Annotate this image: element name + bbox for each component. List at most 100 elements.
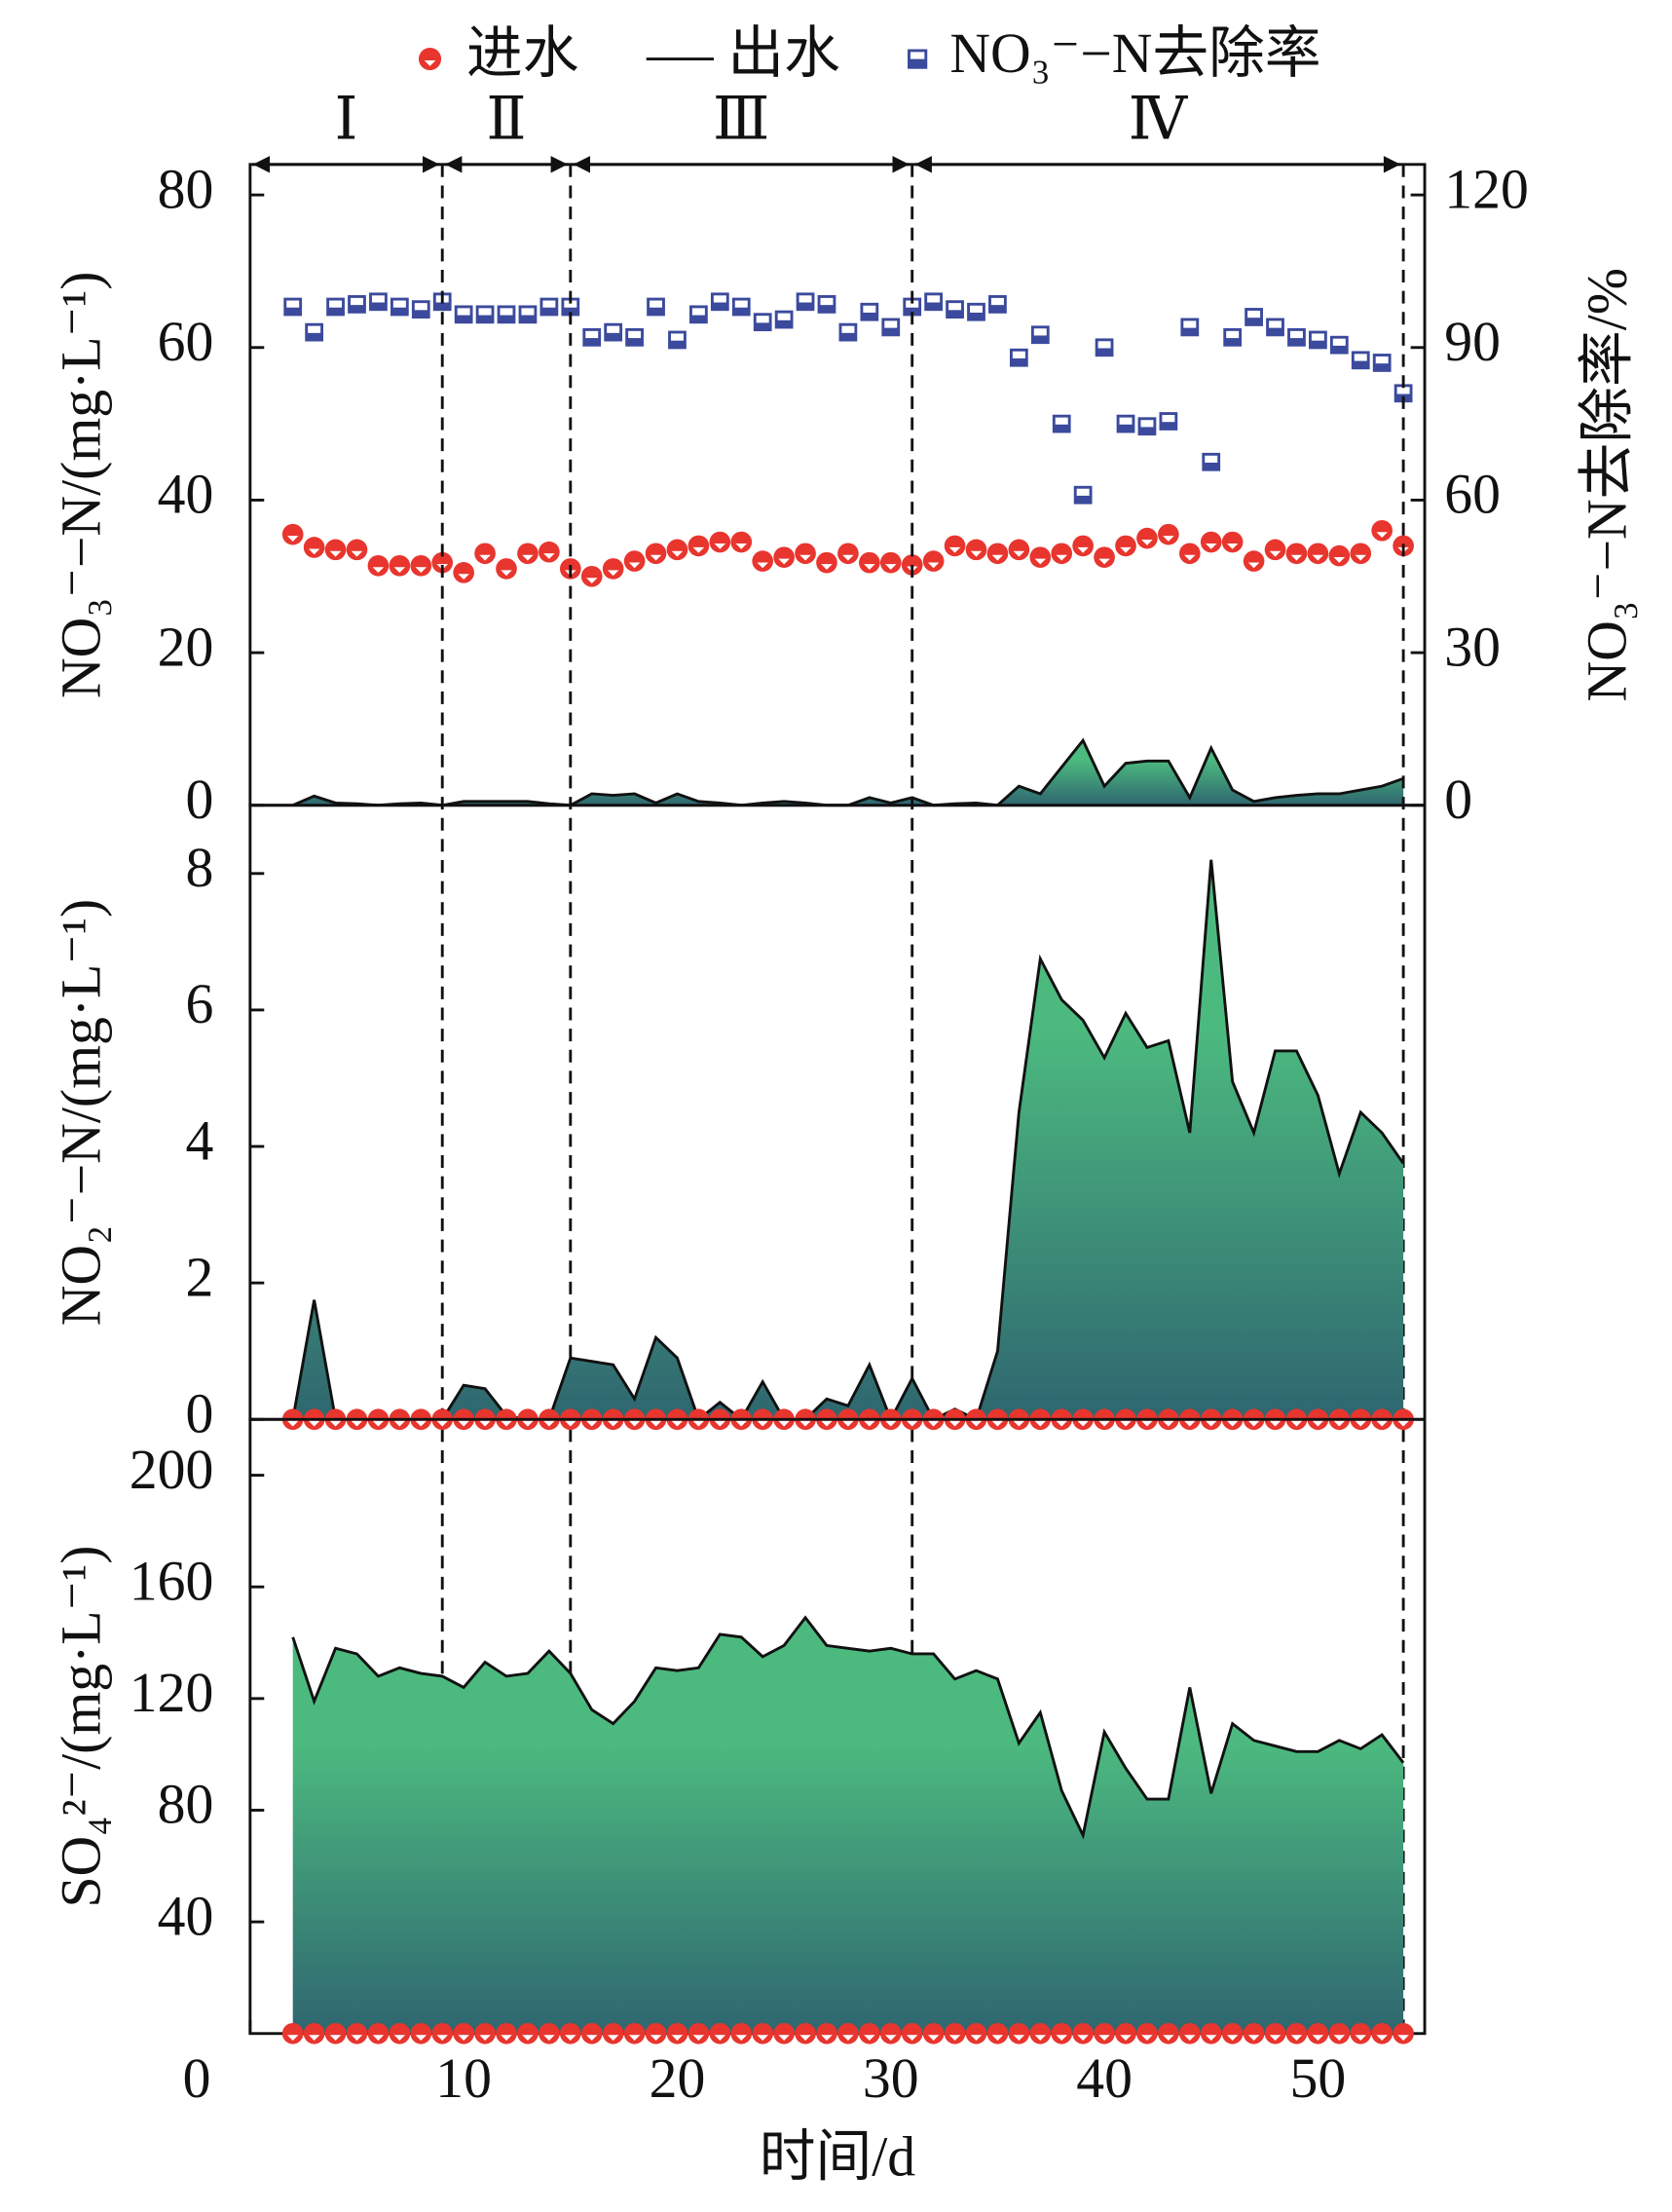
circle-point: [879, 2022, 902, 2044]
circle-body: [645, 543, 667, 565]
square-hole: [521, 308, 535, 316]
circle-point: [922, 550, 945, 572]
circle-notch: [543, 553, 555, 559]
circle-body: [1285, 2022, 1308, 2044]
circle-body: [346, 539, 368, 561]
circle-point: [1029, 2022, 1052, 2044]
circle-notch: [1163, 1420, 1174, 1427]
circle-notch: [864, 564, 875, 570]
y-tick-label: 200: [130, 1440, 214, 1501]
circle-point: [474, 2022, 496, 2044]
circle-point: [410, 2022, 432, 2044]
square-hole: [1012, 351, 1025, 358]
circle-notch: [351, 550, 363, 557]
y-tick-label: 2: [185, 1247, 213, 1308]
circle-point: [1029, 546, 1052, 569]
circle-body: [1307, 2022, 1329, 2044]
circle-notch: [821, 564, 833, 570]
circle-body: [303, 2022, 325, 2044]
circle-body: [922, 550, 945, 572]
circle-point: [944, 535, 966, 557]
circle-notch: [799, 554, 811, 561]
circle-point: [709, 2022, 731, 2044]
y2-tick-label: 90: [1444, 312, 1501, 373]
square-point: [390, 297, 409, 317]
square-point: [411, 300, 430, 319]
circle-point: [986, 2022, 1009, 2044]
square-hole: [970, 305, 983, 313]
circle-notch: [1333, 1420, 1346, 1427]
circle-point: [645, 2022, 667, 2044]
circle-point: [837, 2022, 859, 2044]
square-hole: [371, 295, 385, 303]
square-point: [988, 295, 1007, 314]
square-point: [1223, 327, 1243, 347]
circle-point: [1264, 539, 1286, 561]
y-axis-title: NO₂⁻−N/(mg·L⁻¹): [52, 899, 113, 1327]
square-hole: [1289, 330, 1303, 339]
circle-notch: [906, 2035, 918, 2041]
circle-point: [1178, 543, 1201, 565]
circle-notch: [650, 2035, 662, 2041]
circle-point: [367, 554, 390, 577]
circle-notch: [628, 1420, 641, 1427]
circle-body: [389, 554, 411, 577]
circle-point: [773, 546, 795, 569]
circle-point: [1393, 2022, 1414, 2044]
circle-body: [1158, 2022, 1179, 2044]
square-point: [710, 292, 729, 312]
circle-body: [324, 2022, 347, 2044]
circle-notch: [1355, 1420, 1367, 1427]
circle-notch: [1290, 554, 1303, 561]
circle-point: [324, 2022, 347, 2044]
circle-body: [1264, 2022, 1286, 2044]
circle-notch: [1397, 2035, 1409, 2041]
circle-notch: [714, 1420, 726, 1427]
circle-body: [559, 2022, 581, 2044]
circle-point: [324, 539, 347, 561]
square-hole: [585, 330, 599, 339]
circle-notch: [1269, 550, 1282, 557]
circle-notch: [991, 2035, 1004, 2041]
circle-body: [879, 551, 902, 574]
circle-notch: [970, 1420, 983, 1427]
circle-point: [602, 2022, 624, 2044]
circle-notch: [565, 1420, 576, 1427]
arrow-head: [1383, 156, 1401, 173]
circle-body: [474, 2022, 496, 2044]
circle-notch: [757, 2035, 768, 2041]
circle-notch: [1184, 2035, 1196, 2041]
circle-point: [431, 2022, 454, 2044]
circle-point: [1072, 2022, 1094, 2044]
circle-point: [1158, 523, 1179, 545]
circle-body: [1243, 550, 1265, 572]
circle-notch: [757, 562, 768, 569]
circle-body: [666, 539, 688, 561]
circle-body: [431, 551, 454, 574]
circle-point: [1285, 2022, 1308, 2044]
y-tick-label: 6: [185, 974, 213, 1035]
circle-body: [474, 543, 496, 565]
area: [292, 859, 1404, 1420]
y-tick-label: 8: [185, 838, 213, 899]
circle-body: [859, 2022, 880, 2044]
square-point: [1372, 354, 1392, 372]
x-tick-label: 10: [435, 2048, 492, 2110]
circle-notch: [884, 564, 897, 570]
square-hole: [1162, 415, 1175, 423]
x-tick-label: 20: [650, 2048, 706, 2110]
circle-point: [752, 2022, 774, 2044]
circle-point: [346, 539, 368, 561]
circle-point: [922, 2022, 945, 2044]
circle-point: [496, 2022, 517, 2044]
legend-label: 出水: [727, 23, 839, 85]
circle-notch: [372, 2035, 385, 2041]
circle-notch: [757, 1420, 768, 1427]
square-point: [1030, 325, 1050, 345]
circle-point: [795, 543, 816, 565]
circle-point: [453, 2022, 474, 2044]
circle-notch: [799, 1420, 811, 1427]
square-hole: [906, 300, 919, 308]
circle-notch: [1163, 2035, 1174, 2041]
